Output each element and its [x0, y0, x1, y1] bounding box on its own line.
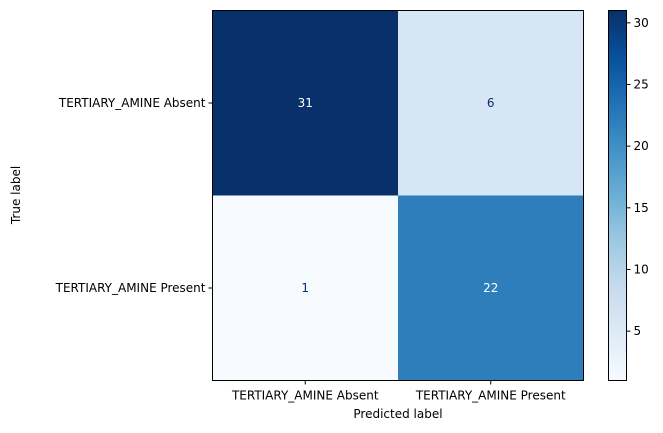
cell-value-label: 1 — [301, 281, 309, 295]
colorbar-tick-label: 25 — [634, 78, 649, 92]
heatmap-cell — [398, 10, 584, 196]
heatmap-cells: 31 6 1 22 — [212, 10, 584, 381]
x-axis-ticks: TERTIARY_AMINE Absent TERTIARY_AMINE Pres… — [231, 380, 566, 403]
colorbar — [608, 10, 627, 381]
heatmap-cell — [398, 195, 584, 381]
cell-value-label: 22 — [483, 281, 498, 295]
y-tick-label: TERTIARY_AMINE Present — [55, 281, 206, 295]
colorbar-ticks: 5 10 15 20 25 30 — [626, 16, 649, 338]
y-axis-ticks: TERTIARY_AMINE Absent TERTIARY_AMINE Pres… — [55, 96, 213, 295]
cell-value-label: 31 — [298, 96, 313, 110]
colorbar-tick-label: 15 — [634, 201, 649, 215]
colorbar-tick-label: 20 — [634, 139, 649, 153]
heatmap-cell — [212, 195, 399, 381]
colorbar-tick-label: 5 — [634, 324, 642, 338]
y-tick-label: TERTIARY_AMINE Absent — [58, 96, 206, 110]
x-axis-label: Predicted label — [353, 407, 442, 421]
heatmap-cell — [212, 10, 399, 196]
x-tick-label: TERTIARY_AMINE Absent — [231, 389, 379, 403]
y-axis-label: True label — [9, 166, 23, 225]
cell-value-label: 6 — [487, 96, 495, 110]
axes-frame — [212, 10, 584, 381]
colorbar-tick-label: 30 — [634, 16, 649, 30]
x-tick-label: TERTIARY_AMINE Present — [415, 389, 566, 403]
colorbar-tick-label: 10 — [634, 263, 649, 277]
